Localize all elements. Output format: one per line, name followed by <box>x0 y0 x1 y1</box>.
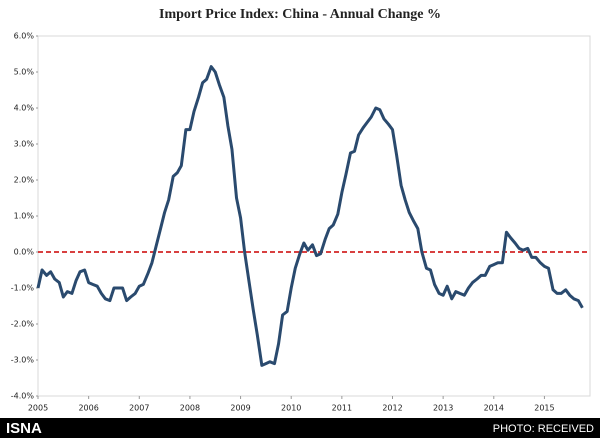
data-line <box>36 65 584 367</box>
footer-credit: PHOTO: RECEIVED <box>493 423 594 435</box>
x-tick-label: 2009 <box>230 404 250 413</box>
x-tick-label: 2008 <box>180 404 200 413</box>
y-tick-label: 2.0% <box>14 176 35 185</box>
x-tick-label: 2007 <box>129 404 149 413</box>
x-tick-label: 2015 <box>534 404 554 413</box>
y-tick-label: 0.0% <box>14 248 35 257</box>
y-tick-label: -4.0% <box>11 392 35 401</box>
x-tick-label: 2005 <box>28 404 48 413</box>
y-tick-label: -2.0% <box>11 320 35 329</box>
x-tick-label: 2011 <box>332 404 352 413</box>
y-tick-label: 3.0% <box>14 140 35 149</box>
y-tick-label: 6.0% <box>14 32 35 41</box>
x-tick-label: 2014 <box>484 404 504 413</box>
x-tick-label: 2013 <box>433 404 453 413</box>
chart-title: Import Price Index: China - Annual Chang… <box>159 7 441 22</box>
x-tick-label: 2010 <box>281 404 301 413</box>
x-tick-label: 2012 <box>382 404 402 413</box>
y-tick-label: 5.0% <box>14 68 35 77</box>
y-tick-label: 4.0% <box>14 104 35 113</box>
x-tick-label: 2006 <box>78 404 98 413</box>
y-tick-label: 1.0% <box>14 212 35 221</box>
footer-brand: ISNA <box>6 420 42 437</box>
footer-bar <box>0 418 600 438</box>
y-tick-label: -1.0% <box>11 284 35 293</box>
y-tick-label: -3.0% <box>11 356 35 365</box>
